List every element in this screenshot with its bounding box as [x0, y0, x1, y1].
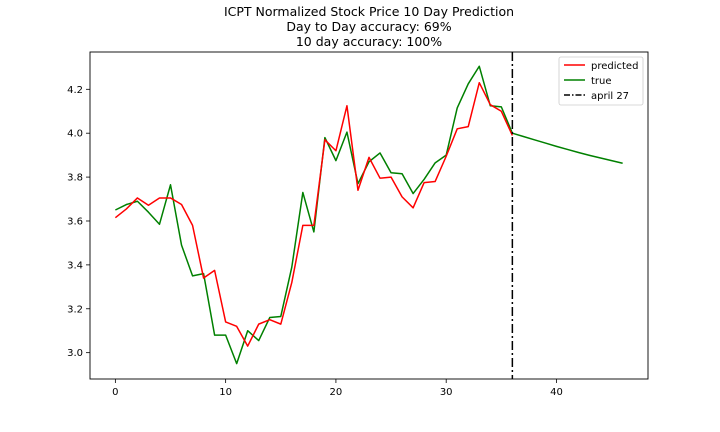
legend-label-april-27: april 27 [591, 91, 629, 102]
title-line-3: 10 day accuracy: 100% [296, 34, 442, 49]
y-tick-label: 3.6 [67, 216, 83, 227]
y-tick-label: 3.2 [67, 304, 83, 315]
plot-area [90, 52, 648, 379]
x-axis: 0 10 20 30 40 [112, 379, 563, 398]
title-line-1: ICPT Normalized Stock Price 10 Day Predi… [224, 4, 514, 19]
y-tick-label: 3.0 [67, 348, 83, 359]
title-line-2: Day to Day accuracy: 69% [286, 19, 451, 34]
x-tick-label: 10 [219, 387, 232, 398]
series-line-true [115, 65, 623, 365]
legend: predicted true april 27 [558, 56, 644, 106]
chart-title: ICPT Normalized Stock Price 10 Day Predi… [224, 4, 514, 49]
plot-frame [89, 51, 649, 380]
y-tick-label: 3.4 [67, 260, 83, 271]
x-tick-label: 30 [440, 387, 453, 398]
x-tick-label: 40 [550, 387, 563, 398]
x-tick-label: 0 [112, 387, 118, 398]
series-line-predicted [114, 81, 514, 347]
legend-label-predicted: predicted [591, 61, 638, 72]
y-tick-label: 4.0 [67, 129, 83, 140]
y-tick-label: 4.2 [67, 85, 83, 96]
y-tick-label: 3.8 [67, 173, 83, 184]
series-layer [114, 52, 623, 379]
x-tick-label: 20 [330, 387, 343, 398]
y-axis: 3.0 3.2 3.4 3.6 3.8 4.0 4.2 [67, 85, 90, 359]
legend-label-true: true [591, 76, 612, 87]
legend-box [558, 56, 644, 106]
